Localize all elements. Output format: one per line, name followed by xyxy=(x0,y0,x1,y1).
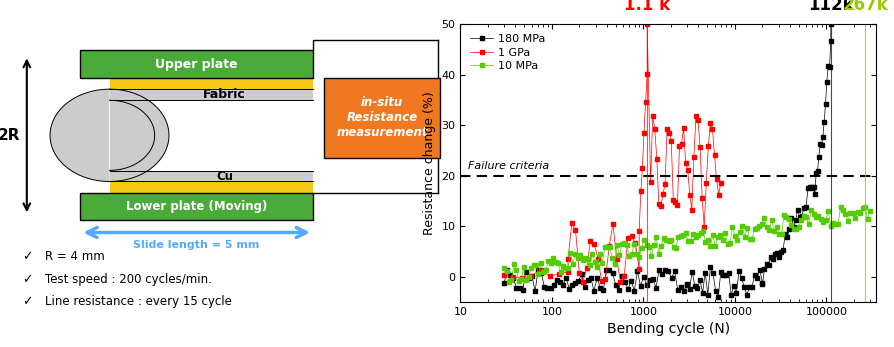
1 GPa xyxy=(615,280,626,284)
FancyBboxPatch shape xyxy=(325,78,440,158)
X-axis label: Bending cycle (N): Bending cycle (N) xyxy=(607,322,730,336)
Text: Lower plate (Moving): Lower plate (Moving) xyxy=(126,200,267,213)
Text: ✓: ✓ xyxy=(22,295,33,308)
Text: 1.1 k: 1.1 k xyxy=(624,0,670,14)
Text: ✓: ✓ xyxy=(22,250,33,263)
Text: Test speed : 200 cycles/min.: Test speed : 200 cycles/min. xyxy=(45,273,212,286)
Line: 180 MPa: 180 MPa xyxy=(502,23,832,298)
180 MPa xyxy=(499,281,510,285)
Line: 10 MPa: 10 MPa xyxy=(502,205,872,283)
Text: R = 4 mm: R = 4 mm xyxy=(45,250,105,263)
Text: in-situ
Resistance
measurement: in-situ Resistance measurement xyxy=(336,96,428,139)
180 MPa xyxy=(825,22,836,26)
1 GPa xyxy=(699,225,710,229)
1 GPa xyxy=(611,257,622,261)
FancyBboxPatch shape xyxy=(80,193,313,220)
1 GPa xyxy=(642,22,653,26)
1 GPa xyxy=(715,181,726,185)
Text: Failure criteria: Failure criteria xyxy=(468,161,549,171)
Text: 112k: 112k xyxy=(808,0,854,14)
10 MPa xyxy=(646,254,657,258)
Text: Line resistance : every 15 cycle: Line resistance : every 15 cycle xyxy=(45,295,232,308)
1 GPa xyxy=(655,204,666,209)
180 MPa xyxy=(782,235,793,239)
Bar xyxy=(110,89,313,100)
1 GPa xyxy=(637,166,648,170)
10 MPa xyxy=(503,280,514,284)
10 MPa xyxy=(499,266,510,271)
10 MPa xyxy=(707,233,718,237)
Text: Cu: Cu xyxy=(216,170,233,183)
Bar xyxy=(110,171,313,181)
Y-axis label: Resistance change (%): Resistance change (%) xyxy=(423,91,436,235)
Bar xyxy=(110,78,313,89)
Text: Slide length = 5 mm: Slide length = 5 mm xyxy=(133,240,260,249)
180 MPa xyxy=(514,286,525,290)
PathPatch shape xyxy=(110,89,169,181)
10 MPa xyxy=(621,243,632,247)
10 MPa xyxy=(755,224,765,228)
Legend: 180 MPa, 1 GPa, 10 MPa: 180 MPa, 1 GPa, 10 MPa xyxy=(466,30,550,75)
Bar xyxy=(110,181,313,193)
1 GPa xyxy=(567,221,578,226)
Text: Fabric: Fabric xyxy=(203,88,246,101)
10 MPa xyxy=(864,209,875,213)
180 MPa xyxy=(772,251,782,255)
180 MPa xyxy=(738,285,749,289)
Text: 267k: 267k xyxy=(842,0,889,14)
Text: 2R: 2R xyxy=(0,128,21,143)
1 GPa xyxy=(593,256,603,261)
1 GPa xyxy=(499,273,510,277)
180 MPa xyxy=(713,295,723,299)
Text: Upper plate: Upper plate xyxy=(156,58,238,71)
180 MPa xyxy=(570,281,581,286)
PathPatch shape xyxy=(50,89,169,181)
180 MPa xyxy=(721,273,731,277)
FancyBboxPatch shape xyxy=(80,50,313,78)
10 MPa xyxy=(693,234,704,238)
Line: 1 GPa: 1 GPa xyxy=(502,23,722,283)
10 MPa xyxy=(835,205,846,209)
10 MPa xyxy=(803,222,814,226)
Text: ✓: ✓ xyxy=(22,273,33,286)
